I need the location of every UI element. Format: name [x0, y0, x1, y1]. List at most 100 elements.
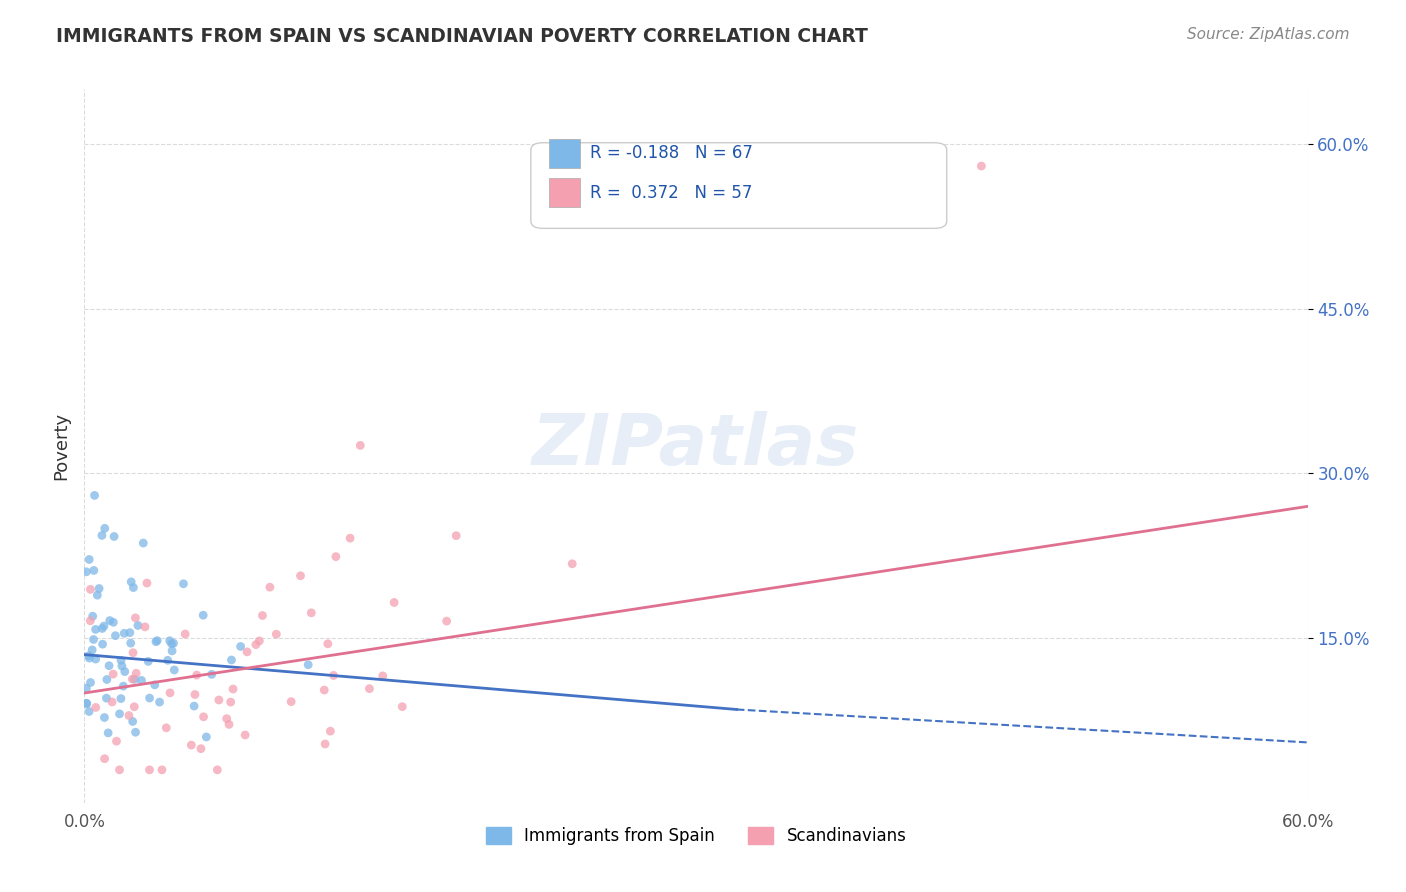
Point	[970, 159, 993, 173]
Point	[218, 717, 240, 731]
Point	[314, 737, 336, 751]
Point	[124, 672, 146, 686]
Point	[118, 708, 141, 723]
Point	[319, 724, 342, 739]
Point	[112, 626, 135, 640]
Point	[180, 738, 202, 752]
Legend: Immigrants from Spain, Scandinavians: Immigrants from Spain, Scandinavians	[479, 820, 912, 852]
Point	[208, 693, 231, 707]
Point	[110, 653, 132, 667]
Point	[259, 580, 281, 594]
Point	[132, 536, 155, 550]
Point	[91, 622, 114, 636]
Point	[131, 673, 153, 688]
Point	[183, 699, 205, 714]
Point	[156, 653, 179, 667]
Text: R = -0.188   N = 67: R = -0.188 N = 67	[589, 145, 752, 162]
Text: IMMIGRANTS FROM SPAIN VS SCANDINAVIAN POVERTY CORRELATION CHART: IMMIGRANTS FROM SPAIN VS SCANDINAVIAN PO…	[56, 27, 868, 45]
Point	[75, 681, 97, 696]
Point	[201, 667, 224, 681]
Point	[148, 695, 170, 709]
Point	[297, 657, 319, 672]
Point	[86, 588, 108, 602]
Point	[98, 614, 121, 628]
Point	[79, 582, 101, 597]
Point	[84, 623, 107, 637]
Point	[371, 669, 394, 683]
Text: ZIPatlas: ZIPatlas	[533, 411, 859, 481]
Text: Source: ZipAtlas.com: Source: ZipAtlas.com	[1187, 27, 1350, 42]
Point	[160, 644, 183, 658]
Point	[93, 521, 115, 535]
Point	[135, 576, 157, 591]
Point	[77, 648, 100, 663]
Point	[245, 638, 267, 652]
Point	[105, 734, 128, 748]
Point	[339, 531, 361, 545]
Point	[159, 686, 181, 700]
Point	[83, 564, 105, 578]
Point	[162, 636, 184, 650]
Point	[93, 710, 115, 724]
Point	[120, 636, 142, 650]
Point	[252, 608, 274, 623]
Point	[84, 652, 107, 666]
Point	[160, 637, 183, 651]
Point	[84, 700, 107, 714]
Point	[159, 633, 181, 648]
Point	[121, 714, 143, 729]
Point	[82, 609, 104, 624]
Point	[444, 529, 467, 543]
Point	[122, 581, 145, 595]
Point	[391, 699, 413, 714]
Point	[82, 643, 104, 657]
Point	[101, 667, 124, 681]
Point	[349, 438, 371, 452]
Point	[236, 645, 259, 659]
Text: R =  0.372   N = 57: R = 0.372 N = 57	[589, 184, 752, 202]
Point	[91, 528, 114, 542]
Point	[91, 637, 114, 651]
Point	[136, 654, 159, 668]
Point	[150, 763, 173, 777]
Point	[174, 627, 197, 641]
Point	[121, 672, 143, 686]
FancyBboxPatch shape	[550, 178, 579, 207]
Point	[75, 565, 97, 579]
Point	[322, 668, 344, 682]
Point	[104, 629, 127, 643]
Point	[93, 619, 115, 633]
Point	[76, 697, 98, 711]
Point	[77, 705, 100, 719]
Point	[79, 651, 101, 665]
Point	[266, 627, 288, 641]
FancyBboxPatch shape	[531, 143, 946, 228]
Point	[247, 633, 270, 648]
Point	[75, 696, 97, 710]
Point	[561, 557, 583, 571]
Point	[138, 763, 160, 777]
Point	[114, 665, 136, 679]
Point	[299, 606, 322, 620]
Point	[124, 725, 146, 739]
Point	[127, 618, 149, 632]
Point	[190, 741, 212, 756]
Point	[103, 615, 125, 630]
Point	[138, 691, 160, 706]
Point	[125, 666, 148, 681]
Point	[221, 653, 243, 667]
Point	[124, 611, 146, 625]
Point	[193, 710, 215, 724]
Point	[229, 640, 252, 654]
Point	[122, 646, 145, 660]
Point	[77, 552, 100, 566]
Point	[233, 728, 256, 742]
Point	[110, 691, 132, 706]
Point	[172, 576, 194, 591]
Point	[280, 695, 302, 709]
Point	[112, 679, 135, 693]
Point	[111, 659, 134, 673]
Point	[314, 683, 336, 698]
Point	[143, 678, 166, 692]
Point	[93, 752, 115, 766]
